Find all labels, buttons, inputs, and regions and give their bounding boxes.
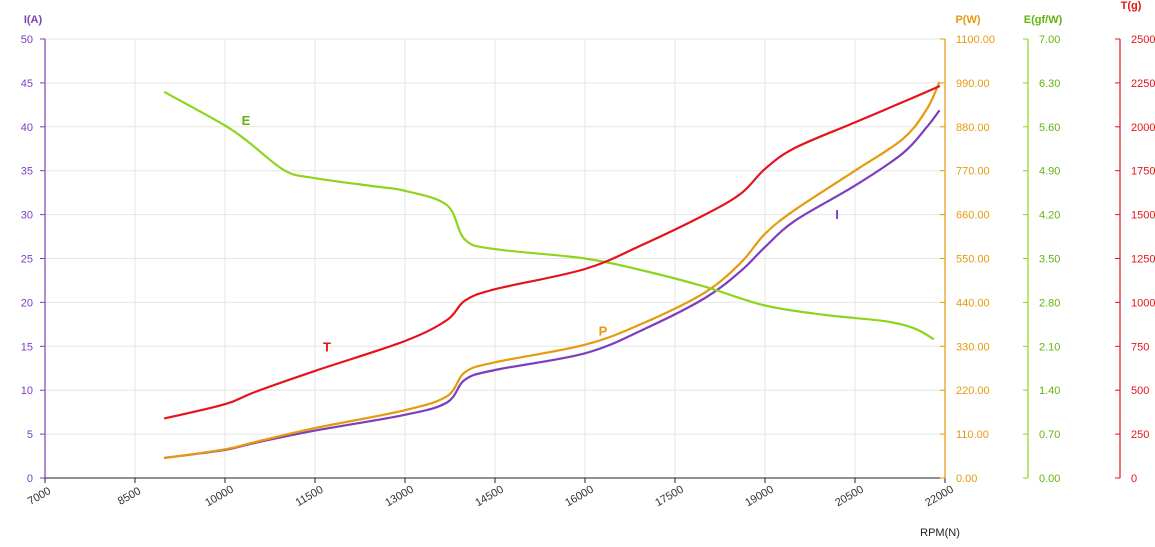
efficiency-axis-title: E(gf/W)	[1024, 14, 1063, 26]
series-label-power: P	[599, 324, 608, 339]
x-tick-label: 17500	[653, 484, 685, 510]
x-tick-label: 13000	[383, 484, 415, 510]
thrust-tick-label: 1500	[1131, 210, 1155, 222]
thrust-tick-label: 1000	[1131, 297, 1155, 309]
x-tick-label: 10000	[203, 484, 235, 510]
power-tick-label: 110.00	[956, 429, 989, 441]
x-tick-label: 16000	[563, 484, 595, 510]
current-tick-label: 50	[21, 34, 33, 46]
power-tick-label: 880.00	[956, 122, 990, 134]
power-axis-title: P(W)	[955, 14, 980, 26]
thrust-tick-label: 1250	[1131, 254, 1155, 266]
thrust-tick-label: 250	[1131, 429, 1149, 441]
x-tick-label: 22000	[923, 484, 955, 510]
x-tick-label: 19000	[743, 484, 775, 510]
efficiency-tick-label: 1.40	[1039, 385, 1060, 397]
x-axis-title: RPM(N)	[920, 527, 960, 539]
efficiency-tick-label: 2.80	[1039, 297, 1060, 309]
thrust-axis-title: T(g)	[1121, 0, 1142, 12]
power-tick-label: 330.00	[956, 341, 990, 353]
x-tick-label: 14500	[473, 484, 505, 510]
power-tick-label: 0.00	[956, 473, 977, 485]
current-tick-label: 45	[21, 78, 33, 90]
power-tick-label: 550.00	[956, 254, 990, 266]
axes: 7000 8500 10000 11500 13000 14500 16000 17500 19…	[21, 0, 1155, 539]
power-tick-label: 770.00	[956, 166, 990, 178]
series-label-current: I	[835, 207, 839, 222]
efficiency-tick-label: 5.60	[1039, 122, 1060, 134]
efficiency-tick-label: 6.30	[1039, 78, 1060, 90]
thrust-tick-label: 2500	[1131, 34, 1155, 46]
x-tick-label: 20500	[833, 484, 865, 510]
labels: I P E T	[242, 113, 839, 355]
current-tick-label: 5	[27, 429, 33, 441]
series-line-current	[163, 109, 941, 459]
current-tick-label: 15	[21, 341, 33, 353]
series-line-power	[163, 81, 941, 460]
efficiency-tick-label: 0.70	[1039, 429, 1060, 441]
current-tick-label: 35	[21, 166, 33, 178]
current-tick-label: 20	[21, 297, 33, 309]
series-label-efficiency: E	[242, 113, 251, 128]
efficiency-tick-label: 3.50	[1039, 254, 1060, 266]
thrust-tick-label: 2000	[1131, 122, 1155, 134]
efficiency-tick-label: 4.90	[1039, 166, 1060, 178]
efficiency-tick-label: 2.10	[1039, 341, 1060, 353]
power-tick-label: 660.00	[956, 210, 990, 222]
series-line-thrust	[163, 85, 941, 420]
power-tick-label: 220.00	[956, 385, 990, 397]
x-tick-label: 11500	[294, 484, 326, 509]
series-label-thrust: T	[323, 340, 331, 355]
efficiency-tick-label: 0.00	[1039, 473, 1060, 485]
thrust-tick-label: 2250	[1131, 78, 1155, 90]
series-line-efficiency	[163, 91, 935, 340]
power-tick-label: 1100.00	[956, 34, 995, 46]
series	[163, 81, 941, 460]
thrust-tick-label: 1750	[1131, 166, 1155, 178]
power-tick-label: 990.00	[956, 78, 990, 90]
power-tick-label: 440.00	[956, 297, 990, 309]
current-tick-label: 30	[21, 210, 33, 222]
current-tick-label: 0	[27, 473, 33, 485]
x-tick-label: 7000	[26, 485, 53, 508]
thrust-tick-label: 0	[1131, 473, 1137, 485]
current-tick-label: 40	[21, 122, 33, 134]
grid	[44, 38, 946, 479]
efficiency-tick-label: 4.20	[1039, 210, 1060, 222]
current-tick-label: 10	[21, 385, 33, 397]
thrust-tick-label: 500	[1131, 385, 1149, 397]
thrust-tick-label: 750	[1131, 341, 1149, 353]
current-axis-title: I(A)	[24, 14, 43, 26]
efficiency-tick-label: 7.00	[1039, 34, 1060, 46]
current-tick-label: 25	[21, 254, 33, 266]
x-tick-label: 8500	[116, 485, 143, 508]
